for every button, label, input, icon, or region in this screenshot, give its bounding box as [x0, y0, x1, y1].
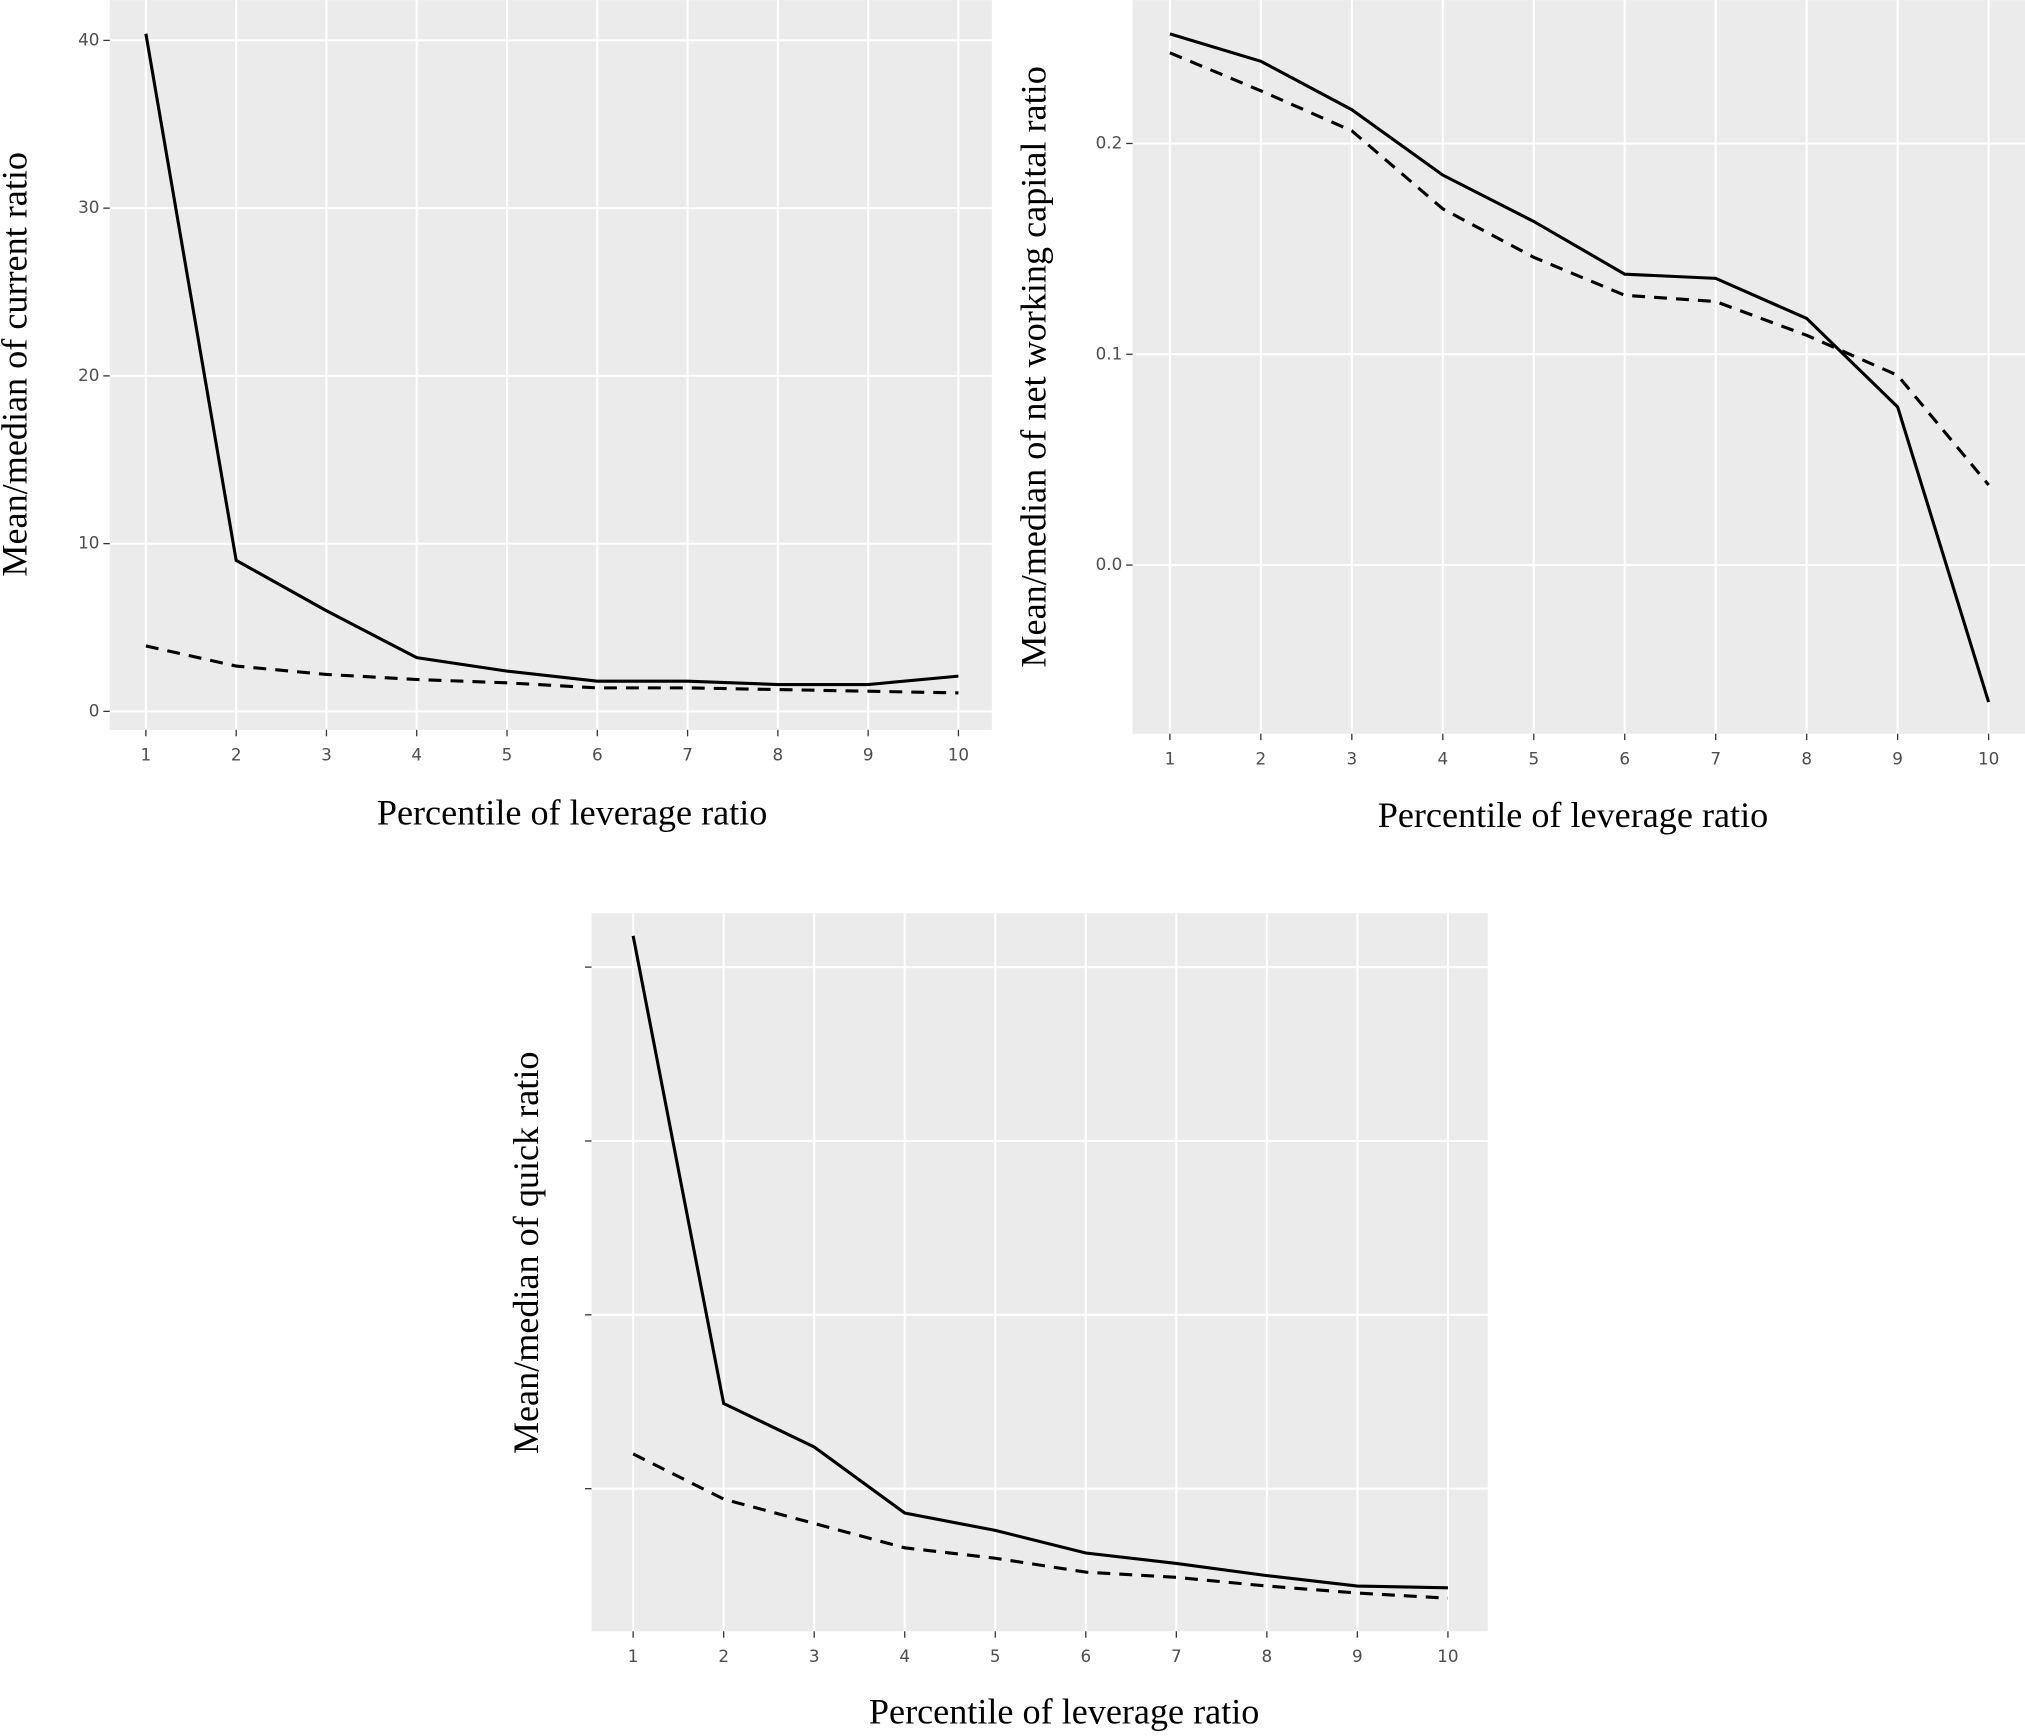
x-tick-label: 3: [1347, 749, 1358, 769]
x-tick-label: 8: [1801, 749, 1812, 769]
x-tick-label: 10: [1978, 749, 1999, 769]
x-axis-title: Percentile of leverage ratio: [1378, 795, 1768, 835]
x-tick-label: 4: [899, 1646, 910, 1666]
x-tick-label: 4: [1437, 749, 1448, 769]
x-tick-label: 3: [809, 1646, 820, 1666]
y-tick-label: 0.2: [1096, 132, 1123, 152]
series-line: [145, 644, 959, 695]
plot-panel: [591, 913, 1488, 1632]
y-tick-label: 0: [89, 700, 100, 720]
x-tick-label: 7: [682, 745, 693, 765]
x-tick-label: 9: [863, 745, 874, 765]
x-tick-label: 7: [1171, 1646, 1182, 1666]
series-line: [1169, 32, 1991, 703]
x-tick-label: 6: [1619, 749, 1630, 769]
y-axis-title: Mean/median of quick ratio: [506, 1052, 546, 1455]
x-tick-label: 9: [1892, 749, 1903, 769]
x-tick-label: 2: [1256, 749, 1267, 769]
y-axis-title: Mean/median of current ratio: [0, 152, 34, 577]
x-tick-label: 9: [1352, 1646, 1363, 1666]
x-tick-label: 5: [1528, 749, 1539, 769]
series-line: [632, 1452, 1449, 1600]
y-tick-label: 0.0: [1096, 554, 1123, 574]
x-tick-label: 4: [411, 745, 422, 765]
y-tick-label: 20: [78, 365, 99, 385]
plot-panel: [1132, 0, 2025, 734]
y-tick-label: 40: [78, 29, 99, 49]
series-line: [144, 33, 959, 687]
x-tick-label: 5: [990, 1646, 1001, 1666]
x-tick-label: 5: [502, 745, 513, 765]
x-tick-label: 6: [1080, 1646, 1091, 1666]
x-tick-label: 7: [1710, 749, 1721, 769]
y-tick-label: 30: [78, 197, 99, 217]
x-tick-label: 8: [773, 745, 784, 765]
series-line: [631, 935, 1448, 1590]
x-tick-label: 6: [592, 745, 603, 765]
x-tick-label: 1: [1165, 749, 1176, 769]
x-tick-label: 2: [231, 745, 242, 765]
x-tick-label: 3: [321, 745, 332, 765]
x-tick-label: 2: [718, 1646, 729, 1666]
y-axis-title: Mean/median of net working capital ratio: [1013, 66, 1053, 667]
x-axis-title: Percentile of leverage ratio: [869, 1691, 1259, 1731]
y-tick-label: 0.1: [1096, 343, 1123, 363]
x-axis-title: Percentile of leverage ratio: [377, 793, 767, 833]
x-tick-label: 10: [1437, 1646, 1458, 1666]
x-tick-label: 10: [948, 745, 969, 765]
x-tick-label: 1: [628, 1646, 639, 1666]
plot-panel: [109, 0, 992, 730]
series-line: [1169, 51, 1990, 486]
y-tick-label: 10: [78, 533, 99, 553]
x-tick-label: 8: [1262, 1646, 1273, 1666]
x-tick-label: 1: [141, 745, 152, 765]
